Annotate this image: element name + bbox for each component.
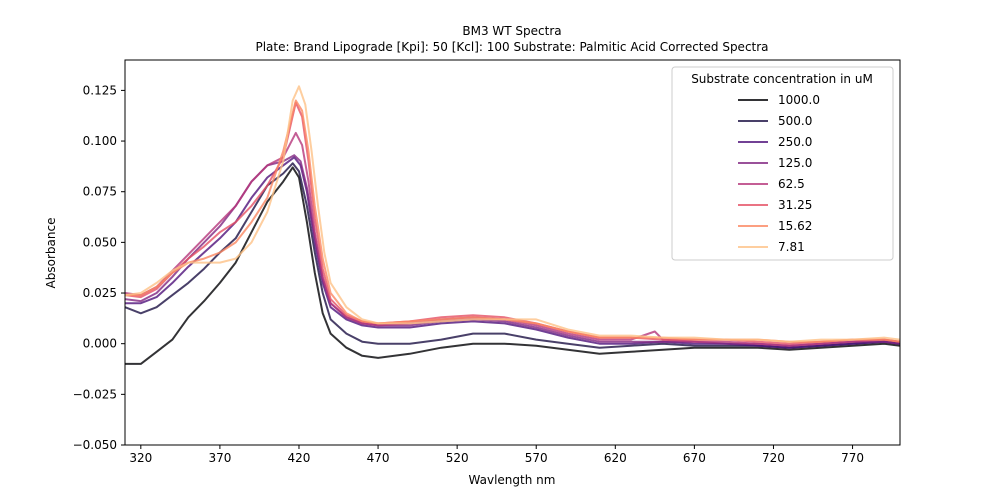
chart-title: BM3 WT Spectra [462,24,561,38]
x-tick-label: 720 [762,451,785,465]
y-tick-label: 0.125 [83,83,117,97]
y-tick-label: 0.075 [83,185,117,199]
x-axis: 320 370 420 470 520 570 620 670 720 770 [129,445,864,465]
x-tick-label: 470 [367,451,390,465]
legend-label-15.62: 15.62 [778,219,812,233]
x-tick-label: 570 [525,451,548,465]
legend-label-125.0: 125.0 [778,156,812,170]
x-axis-label: Wavlength nm [469,473,556,487]
series-line-1000.0 [125,166,900,365]
y-axis: −0.050 −0.025 0.000 0.025 0.050 0.075 0.100 0.1… [73,83,125,452]
plot-frame [124,59,901,446]
x-tick-label: 420 [288,451,311,465]
legend-box [671,66,894,261]
y-tick-label: 0.025 [83,286,117,300]
legend-label-1000.0: 1000.0 [778,93,820,107]
x-tick-label: 320 [129,451,152,465]
x-tick-label: 620 [604,451,627,465]
x-tick-label: 370 [208,451,231,465]
plot-lines [125,85,900,365]
legend-label-7.81: 7.81 [778,240,805,254]
x-tick-label: 770 [841,451,864,465]
y-tick-label: −0.025 [73,387,117,401]
legend-items: 1000.0 500.0 250.0 125.0 62.5 31.25 15.62 7.81 [738,93,820,254]
series-line-62.5 [125,131,900,347]
legend-label-250.0: 250.0 [778,135,812,149]
legend-label-500.0: 500.0 [778,114,812,128]
legend: Substrate concentration in uM 1000.0 500.… [671,66,894,261]
y-tick-label: 0.050 [83,235,117,249]
y-tick-label: 0.100 [83,134,117,148]
legend-label-31.25: 31.25 [778,198,812,212]
x-tick-label: 520 [446,451,469,465]
y-axis-label: Absorbance [44,218,58,289]
x-tick-label: 670 [683,451,706,465]
legend-title: Substrate concentration in uM [691,72,873,86]
series-line-7.81 [125,85,900,343]
y-tick-label: 0.000 [83,337,117,351]
chart-subtitle: Plate: Brand Lipograde [Kpi]: 50 [Kcl]: … [255,40,768,54]
y-tick-label: −0.050 [73,438,117,452]
legend-label-62.5: 62.5 [778,177,805,191]
